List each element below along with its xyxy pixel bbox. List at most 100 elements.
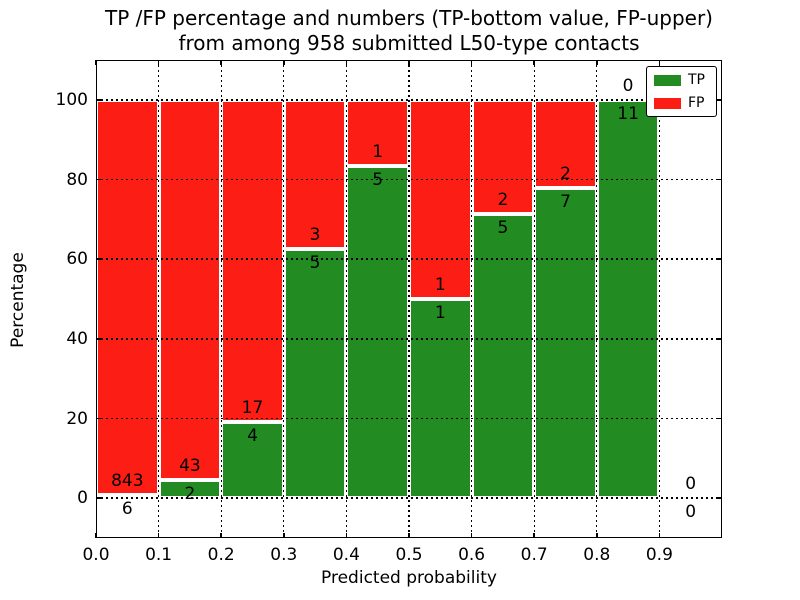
tp-count-label: 7 [560, 192, 571, 213]
y-tick-mark [717, 258, 722, 260]
y-gridline [96, 178, 722, 181]
x-tick-mark [220, 60, 222, 65]
x-tick-label: 0.9 [645, 545, 673, 565]
x-gridline [596, 60, 598, 538]
y-tick-mark [96, 417, 101, 420]
x-tick-mark [408, 533, 410, 538]
legend-label-fp: FP [688, 95, 705, 111]
fp-count-label: 843 [111, 471, 144, 492]
x-gridline [533, 60, 535, 538]
legend-entry-fp: FP [654, 96, 709, 110]
x-tick-mark [283, 533, 285, 538]
x-tick-mark [470, 60, 473, 65]
y-gridline [96, 417, 722, 420]
x-tick-mark [408, 60, 410, 65]
x-tick-label: 0.7 [520, 545, 548, 565]
y-tick-mark [96, 338, 101, 340]
fp-count-label: 17 [241, 398, 264, 419]
y-tick-mark [717, 178, 722, 181]
x-tick-label: 0.3 [270, 545, 298, 565]
bar-segment-tp [534, 188, 597, 499]
x-gridline [220, 60, 222, 538]
y-tick-mark [717, 338, 722, 340]
x-tick-label: 0.8 [583, 545, 611, 565]
bar-segment-fp [346, 99, 409, 167]
x-gridline [345, 60, 348, 538]
fp-count-label: 1 [434, 275, 446, 295]
bar-segment-fp [158, 99, 222, 481]
chart-title-line1: TP /FP percentage and numbers (TP-bottom… [105, 6, 713, 30]
bar-segment-fp [534, 99, 597, 189]
x-gridline [157, 60, 160, 538]
x-tick-mark [95, 60, 97, 65]
x-tick-mark [596, 60, 598, 65]
bar-segment-tp [596, 99, 660, 499]
bar-segment-tp [283, 249, 347, 499]
fp-count-label: 43 [179, 456, 201, 477]
x-gridline [470, 60, 473, 538]
tp-count-label: 5 [309, 253, 321, 274]
y-gridline [96, 497, 722, 499]
x-gridline [408, 60, 410, 538]
x-gridline [283, 60, 285, 538]
x-tick-mark [658, 60, 661, 65]
x-tick-label: 0.4 [332, 545, 360, 565]
bar-segment-tp [158, 480, 222, 499]
bar-segment-tp [409, 299, 472, 499]
tp-count-label: 4 [247, 426, 258, 447]
y-tick-label: 80 [66, 169, 88, 190]
fp-count-label: 2 [560, 164, 571, 185]
tp-count-label: 6 [121, 499, 133, 520]
x-tick-mark [283, 60, 285, 65]
y-axis-label: Percentage [8, 252, 28, 348]
x-tick-label: 0.0 [82, 545, 110, 565]
legend-label-tp: TP [688, 72, 705, 88]
bar-segment-tp [221, 422, 284, 499]
tp-count-label: 1 [434, 303, 446, 323]
x-tick-label: 0.5 [395, 545, 423, 565]
legend: TP FP [646, 66, 717, 117]
y-tick-mark [96, 497, 101, 499]
bar-segment-fp [221, 99, 284, 423]
chart-title-line2: from among 958 submitted L50-type contac… [178, 31, 640, 55]
x-tick-label: 0.1 [145, 545, 173, 565]
x-tick-mark [345, 60, 348, 65]
x-tick-mark [658, 533, 661, 538]
bar-segment-tp [346, 166, 409, 499]
y-tick-label: 20 [66, 408, 88, 429]
tp-count-label: 2 [184, 484, 196, 505]
x-tick-mark [345, 533, 348, 538]
y-tick-mark [96, 178, 101, 181]
y-tick-label: 60 [66, 249, 88, 270]
x-tick-label: 0.6 [458, 545, 486, 565]
bar-segment-fp [409, 99, 472, 299]
x-tick-mark [157, 60, 160, 65]
tp-color-swatch [654, 74, 681, 86]
bar-segment-fp [471, 99, 535, 214]
y-tick-mark [717, 99, 722, 101]
x-tick-mark [596, 533, 598, 538]
bar-segment-tp [471, 213, 535, 499]
x-tick-mark [220, 533, 222, 538]
x-gridline [658, 60, 661, 538]
fp-count-label: 3 [309, 225, 321, 246]
legend-entry-tp: TP [654, 73, 709, 87]
y-tick-label: 40 [66, 328, 88, 349]
fp-count-label: 1 [372, 142, 384, 163]
y-tick-mark [717, 417, 722, 420]
y-tick-label: 100 [55, 89, 88, 110]
fp-count-label: 0 [685, 474, 697, 495]
y-gridline [96, 99, 722, 101]
x-tick-mark [533, 533, 535, 538]
tp-count-label: 0 [685, 502, 697, 523]
tp-count-label: 11 [617, 103, 639, 124]
y-tick-label: 0 [77, 488, 88, 509]
x-tick-label: 0.2 [207, 545, 235, 565]
y-tick-mark [96, 99, 101, 101]
y-gridline [96, 258, 722, 260]
y-tick-mark [717, 497, 722, 499]
plot-area: 843 6 43 2 17 4 3 5 1 5 1 1 2 5 2 7 0 11 0 0 [95, 60, 722, 538]
x-tick-mark [533, 60, 535, 65]
tp-count-label: 5 [497, 217, 509, 238]
